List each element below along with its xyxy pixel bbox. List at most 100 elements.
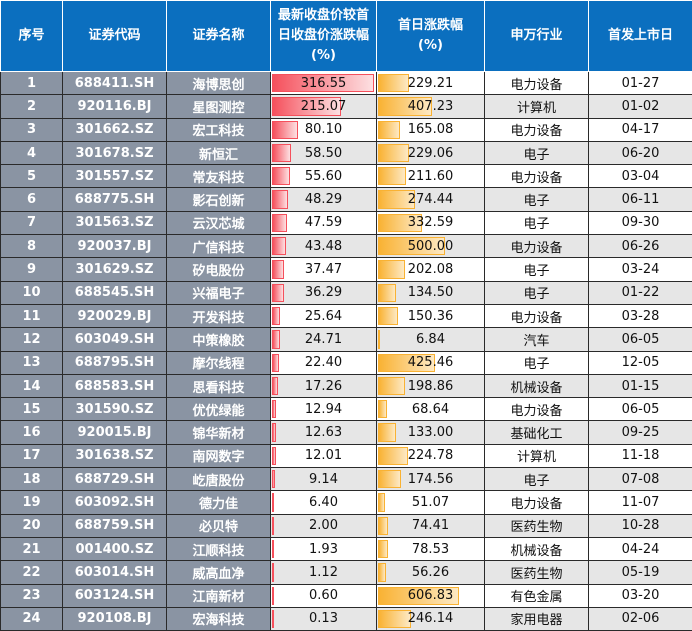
seq-cell: 3: [1, 118, 63, 141]
latest-change-bar: [272, 377, 278, 395]
cell-text: 电子: [523, 194, 549, 209]
latest-change-cell: 22.40: [271, 351, 377, 374]
code-cell: 688411.SH: [63, 72, 167, 95]
first-day-change-cell: 407.23: [377, 95, 485, 118]
code-cell: 301678.SZ: [63, 141, 167, 164]
first-day-change-cell: 134.50: [377, 281, 485, 304]
cell-text: 01-22: [622, 285, 660, 300]
cell-text: 电力设备: [510, 497, 562, 512]
cell-text: 0.60: [309, 588, 338, 603]
industry-cell: 机械设备: [485, 537, 589, 560]
listing-date-cell: 06-05: [589, 328, 692, 351]
cell-text: 920116.BJ: [78, 99, 152, 114]
name-cell: 矽电股份: [167, 258, 271, 281]
name-cell: 星图测控: [167, 95, 271, 118]
header-row: 序号 证券代码 证券名称 最新收盘价较首日收盘价涨跌幅(%) 首日涨跌幅(%) …: [1, 1, 692, 72]
cell-text: 13: [22, 355, 40, 370]
cell-text: 134.50: [408, 285, 454, 300]
cell-text: 920029.BJ: [78, 309, 152, 324]
cell-text: 202.08: [408, 262, 454, 277]
cell-text: 18: [22, 472, 40, 487]
listing-date-cell: 01-22: [589, 281, 692, 304]
latest-change-cell: 58.50: [271, 141, 377, 164]
listing-date-cell: 12-05: [589, 351, 692, 374]
first-day-change-bar: [378, 447, 408, 465]
listing-date-cell: 06-11: [589, 188, 692, 211]
first-day-change-bar: [378, 493, 385, 511]
first-day-change-bar: [378, 563, 386, 581]
seq-cell: 14: [1, 374, 63, 397]
latest-change-bar: [272, 307, 280, 325]
cell-text: 12.94: [305, 402, 342, 417]
listing-date-cell: 11-07: [589, 491, 692, 514]
latest-change-cell: 12.01: [271, 444, 377, 467]
latest-change-bar: [272, 167, 290, 185]
cell-text: 德力佳: [199, 497, 238, 512]
cell-text: 688759.SH: [75, 518, 154, 533]
seq-cell: 17: [1, 444, 63, 467]
first-day-change-cell: 51.07: [377, 491, 485, 514]
industry-cell: 电力设备: [485, 398, 589, 421]
latest-change-cell: 36.29: [271, 281, 377, 304]
latest-change-bar: [272, 354, 279, 372]
latest-change-cell: 0.60: [271, 584, 377, 607]
name-cell: 宏海科技: [167, 607, 271, 630]
cell-text: 8: [27, 239, 36, 254]
cell-text: 广信科技: [192, 241, 244, 256]
col-listing-date: 首发上市日: [589, 1, 692, 72]
listing-date-cell: 06-20: [589, 141, 692, 164]
cell-text: 新恒汇: [199, 148, 238, 163]
first-day-change-bar: [378, 284, 396, 302]
cell-text: 22.40: [305, 355, 342, 370]
cell-text: 电力设备: [510, 241, 562, 256]
code-cell: 920037.BJ: [63, 235, 167, 258]
seq-cell: 22: [1, 561, 63, 584]
cell-text: 224.78: [408, 448, 454, 463]
code-cell: 920029.BJ: [63, 304, 167, 327]
cell-text: 医药生物: [510, 520, 562, 535]
cell-text: 688729.SH: [75, 472, 154, 487]
name-cell: 兴福电子: [167, 281, 271, 304]
latest-change-cell: 25.64: [271, 304, 377, 327]
latest-change-cell: 80.10: [271, 118, 377, 141]
cell-text: 机械设备: [510, 381, 562, 396]
listing-date-cell: 05-19: [589, 561, 692, 584]
cell-text: 17: [22, 448, 40, 463]
cell-text: 43.48: [305, 239, 342, 254]
latest-change-cell: 17.26: [271, 374, 377, 397]
cell-text: 1: [27, 76, 36, 91]
name-cell: 威高血净: [167, 561, 271, 584]
cell-text: 301678.SZ: [76, 146, 154, 161]
seq-cell: 7: [1, 211, 63, 234]
cell-text: 2.00: [309, 518, 338, 533]
cell-text: 03-28: [622, 309, 660, 324]
cell-text: 165.08: [408, 122, 454, 137]
latest-change-bar: [272, 470, 275, 488]
cell-text: 有色金属: [510, 590, 562, 605]
listing-date-cell: 01-15: [589, 374, 692, 397]
first-day-change-cell: 198.86: [377, 374, 485, 397]
code-cell: 301662.SZ: [63, 118, 167, 141]
seq-cell: 2: [1, 95, 63, 118]
latest-change-bar: [272, 284, 284, 302]
first-day-change-cell: 229.21: [377, 72, 485, 95]
cell-text: 海博思创: [192, 78, 244, 93]
cell-text: 机械设备: [510, 544, 562, 559]
cell-text: 江南新材: [192, 590, 244, 605]
cell-text: 1.12: [309, 565, 338, 580]
listing-date-cell: 04-17: [589, 118, 692, 141]
cell-text: 688583.SH: [75, 379, 154, 394]
cell-text: 03-24: [622, 262, 660, 277]
first-day-change-cell: 211.60: [377, 165, 485, 188]
cell-text: 407.23: [408, 99, 454, 114]
cell-text: 133.00: [408, 425, 454, 440]
name-cell: 宏工科技: [167, 118, 271, 141]
name-cell: 云汉芯城: [167, 211, 271, 234]
cell-text: 17.26: [305, 379, 342, 394]
